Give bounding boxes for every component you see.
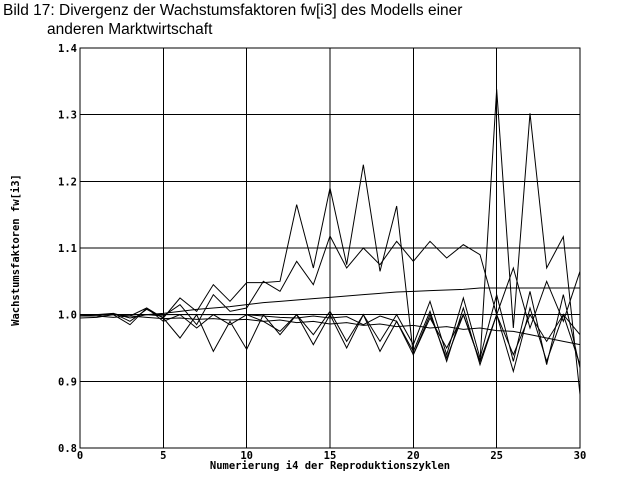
y-tick-labels: 0.8 0.9 1.0 1.1 1.2 1.3 1.4: [58, 43, 77, 455]
y-tick-label-2: 1.0: [58, 310, 77, 322]
y-tick-label-0: 0.8: [58, 443, 77, 455]
series-line-3: [80, 287, 580, 316]
grid: [79, 47, 581, 449]
x-tick-label-4: 20: [407, 450, 420, 462]
y-tick-label-5: 1.3: [58, 110, 77, 122]
series-line-7: [80, 313, 581, 363]
x-axis-label: Numerierung i4 der Reproduktionszyklen: [210, 460, 450, 472]
x-tick-label-0: 0: [77, 450, 83, 462]
x-tick-label-6: 30: [574, 450, 587, 462]
y-axis-label: Wachstumsfaktoren fw[i3]: [10, 174, 22, 326]
y-tick-label-6: 1.4: [58, 43, 77, 55]
x-tick-label-5: 25: [490, 450, 503, 462]
x-tick-labels: 0 5 10 15 20 25 30: [77, 450, 586, 462]
title-line-1: Bild 17: Divergenz der Wachstumsfaktoren…: [3, 2, 463, 19]
y-tick-label-1: 0.9: [58, 376, 77, 388]
title-line-2: anderen Marktwirtschaft: [47, 21, 213, 38]
series-line-5: [79, 314, 581, 346]
x-tick-label-2: 10: [240, 450, 253, 462]
series-line-6: [79, 291, 581, 369]
series-lines: [79, 89, 581, 395]
x-tick-label-3: 15: [324, 450, 337, 462]
x-tick-label-1: 5: [160, 450, 166, 462]
plot-frame: [79, 47, 581, 449]
y-tick-label-3: 1.1: [58, 243, 77, 255]
chart-title: Bild 17: Divergenz der Wachstumsfaktoren…: [3, 1, 462, 39]
y-tick-label-4: 1.2: [58, 176, 77, 188]
